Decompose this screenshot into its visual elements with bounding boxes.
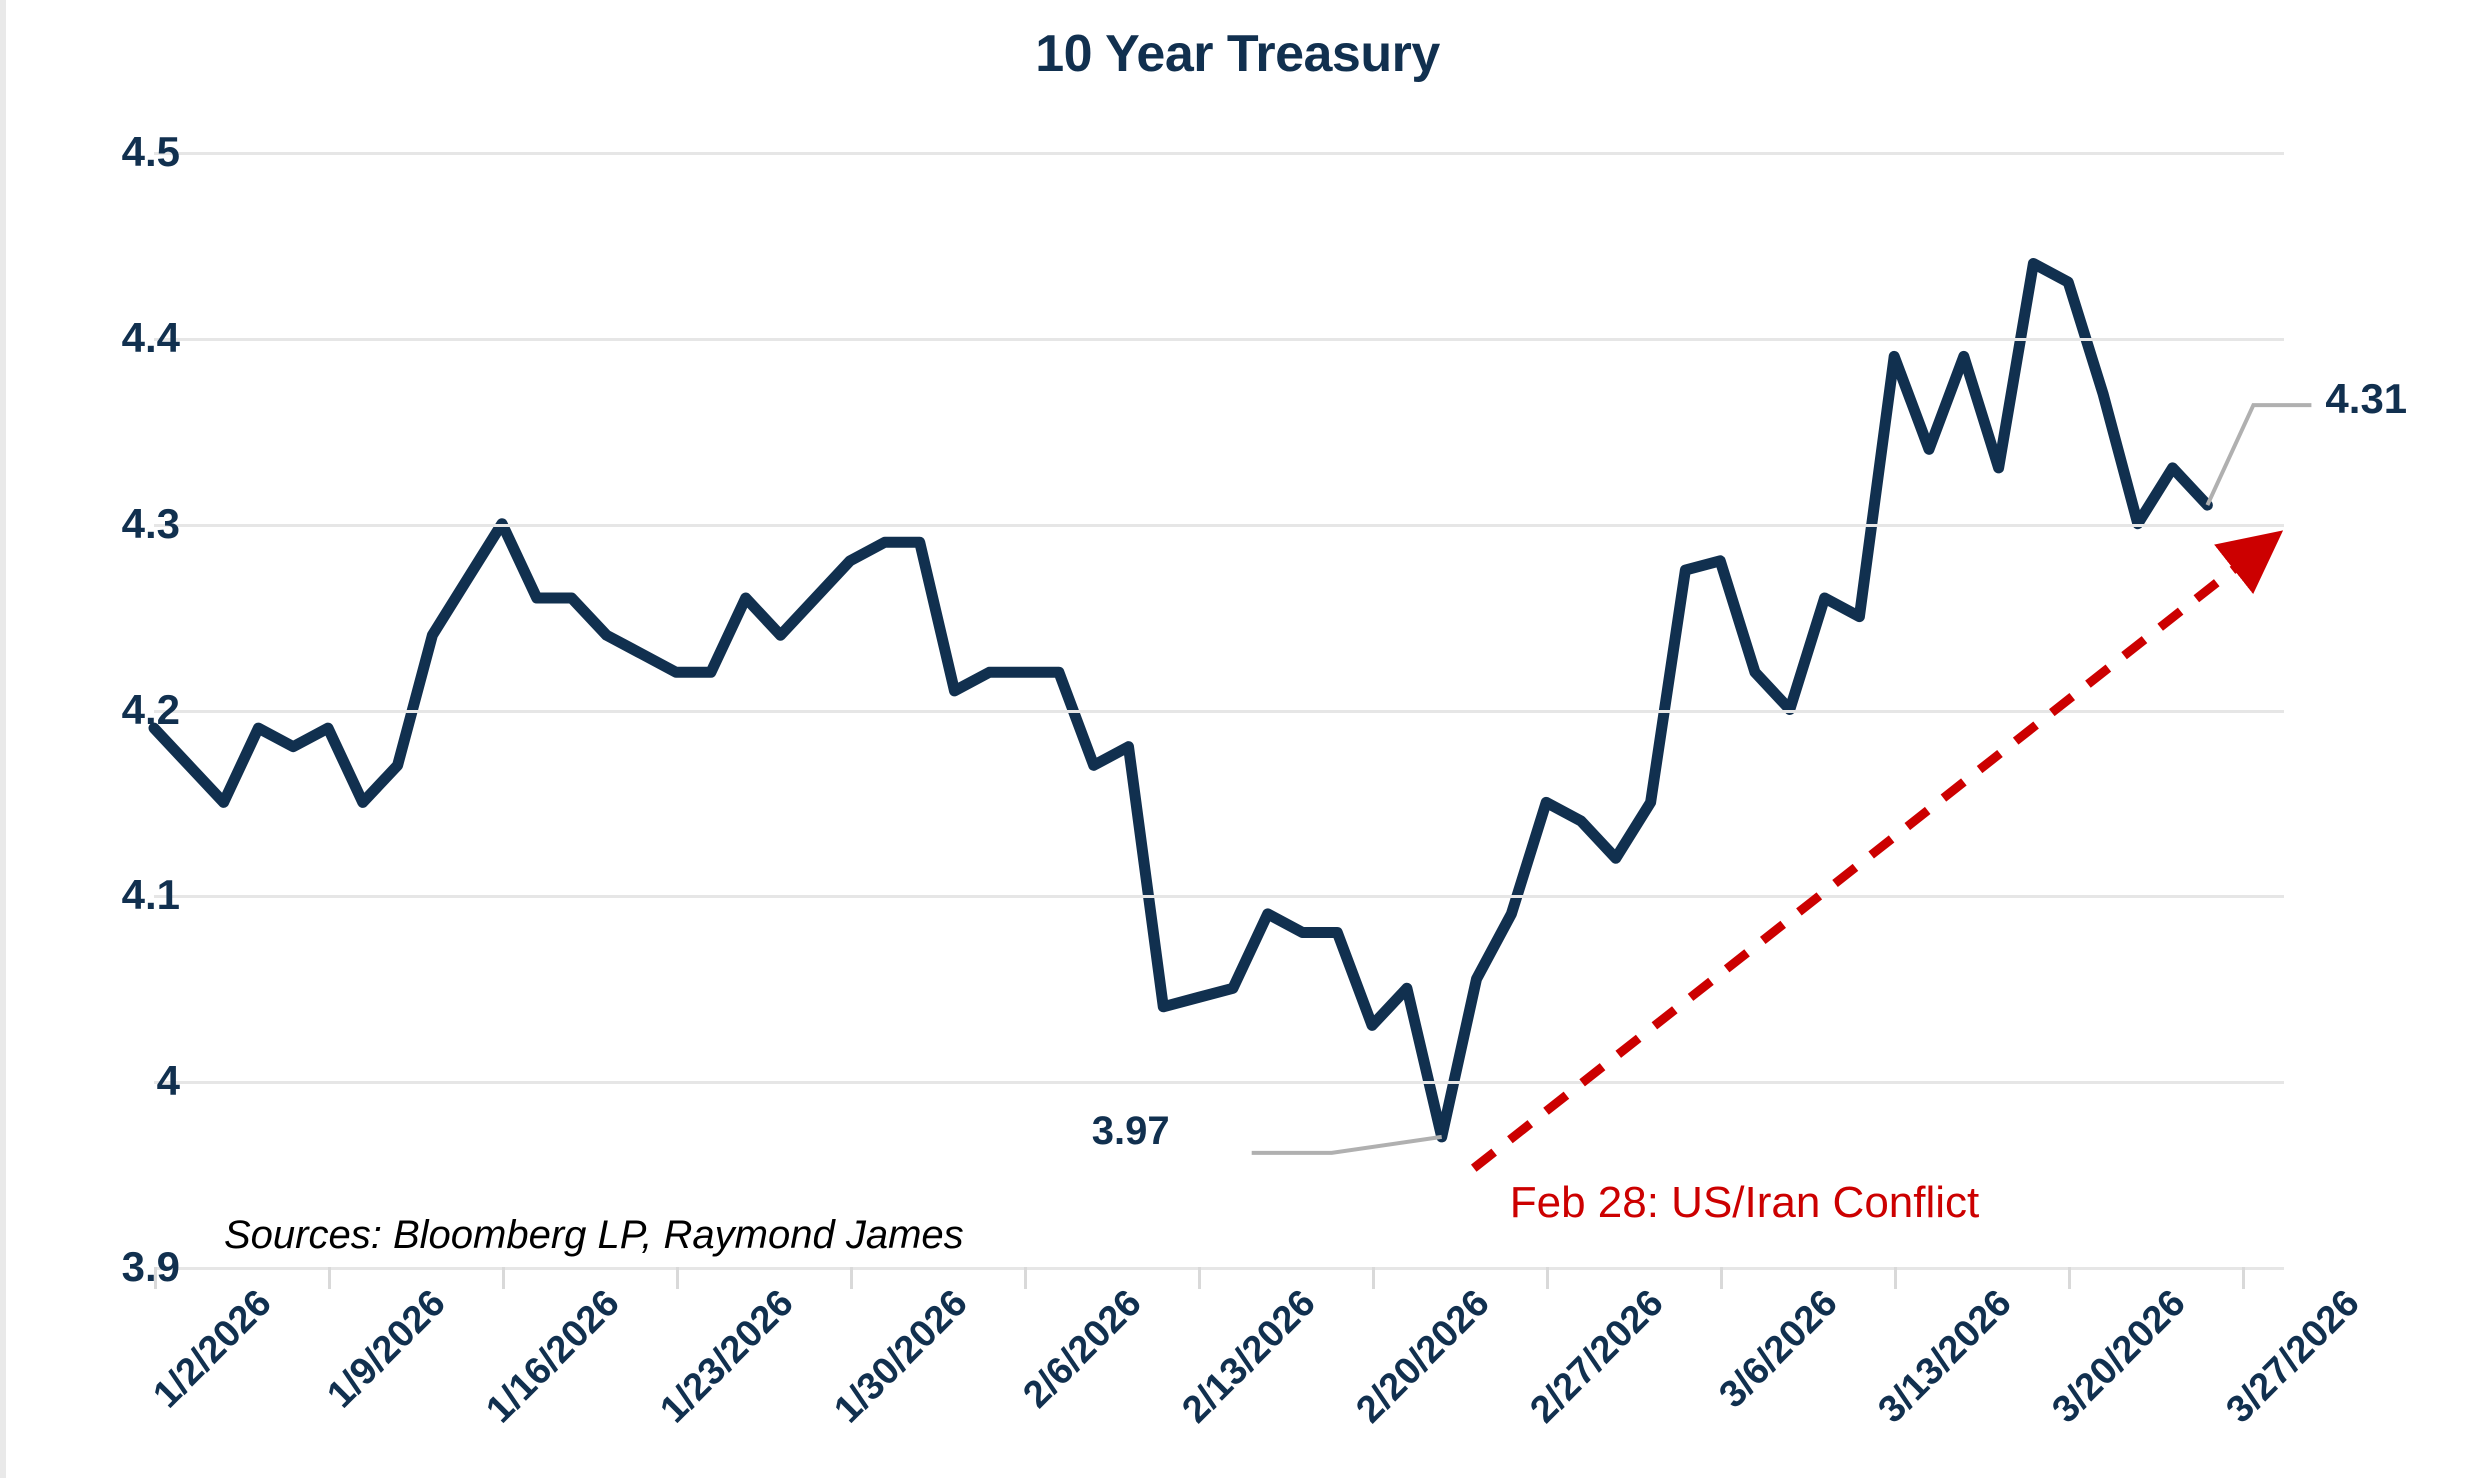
- x-axis-tick-label: 1/30/2026: [826, 1282, 976, 1432]
- gridline: [154, 709, 2284, 713]
- x-axis-tick-label: 2/13/2026: [1174, 1282, 1324, 1432]
- x-axis-tick-mark: [1372, 1267, 1376, 1289]
- source-note: Sources: Bloomberg LP, Raymond James: [224, 1213, 964, 1257]
- x-axis-tick-mark: [1024, 1267, 1028, 1289]
- plot-area: [148, 152, 2284, 1270]
- y-axis-tick-label: 4.3: [121, 499, 180, 547]
- gridline: [154, 337, 2284, 341]
- x-axis-tick-mark: [1894, 1267, 1898, 1289]
- x-axis-tick-label: 3/6/2026: [1711, 1282, 1846, 1417]
- x-axis-tick-mark: [1720, 1267, 1724, 1289]
- x-axis-tick-mark: [328, 1267, 332, 1289]
- x-axis-tick-mark: [2068, 1267, 2072, 1289]
- y-axis-tick-label: 4: [156, 1057, 180, 1105]
- last-point-label: 4.31: [2325, 375, 2408, 423]
- page-title: 10 Year Treasury: [1035, 25, 1440, 83]
- x-axis-tick-mark: [502, 1267, 506, 1289]
- x-axis-tick-label: 3/27/2026: [2218, 1282, 2368, 1432]
- y-axis-tick-label: 3.9: [121, 1243, 180, 1290]
- x-axis-tick-label: 2/27/2026: [1522, 1282, 1672, 1432]
- gridline: [154, 1267, 2284, 1270]
- y-axis-tick-label: 4.2: [121, 685, 180, 733]
- y-axis-tick-label: 4.1: [121, 871, 180, 919]
- low-point-label: 3.97: [1091, 1108, 1170, 1153]
- x-axis-tick-label: 1/2/2026: [145, 1282, 280, 1417]
- x-axis-tick-label: 3/13/2026: [1870, 1282, 2020, 1432]
- x-axis-tick-mark: [676, 1267, 680, 1289]
- gridline: [154, 152, 2284, 155]
- y-axis-tick-label: 4.4: [121, 313, 180, 361]
- x-axis-tick-label: 2/20/2026: [1348, 1282, 1498, 1432]
- x-axis-tick-mark: [154, 1267, 157, 1289]
- x-axis-tick-label: 1/9/2026: [319, 1282, 454, 1417]
- event-label: Feb 28: US/Iran Conflict: [1509, 1178, 1980, 1228]
- x-axis-tick-mark: [1198, 1267, 1202, 1289]
- x-axis-tick-label: 3/20/2026: [2044, 1282, 2194, 1432]
- x-axis-tick-mark: [2242, 1267, 2246, 1289]
- x-axis-tick-mark: [850, 1267, 854, 1289]
- x-axis-tick-label: 1/16/2026: [478, 1282, 628, 1432]
- gridline: [154, 523, 2284, 527]
- y-axis-tick-label: 4.5: [121, 128, 180, 175]
- x-axis-tick-label: 2/6/2026: [1015, 1282, 1150, 1417]
- gridline: [154, 895, 2284, 899]
- gridline: [154, 1081, 2284, 1085]
- x-axis-tick-label: 1/23/2026: [652, 1282, 802, 1432]
- x-axis-tick-mark: [1546, 1267, 1550, 1289]
- treasury-yield-line: [148, 258, 2213, 1143]
